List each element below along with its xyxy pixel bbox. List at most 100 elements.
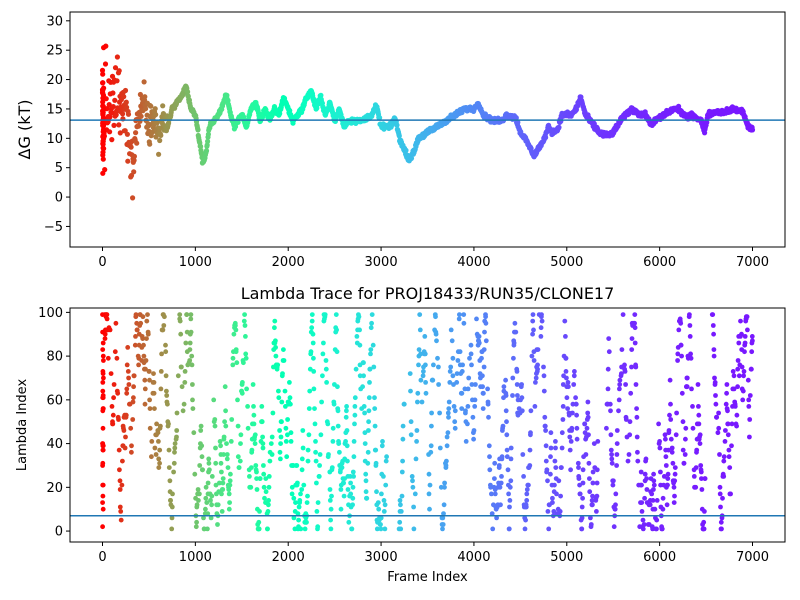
lambda-point: [721, 474, 727, 479]
lambda-point: [609, 456, 615, 462]
lambda-point: [419, 399, 425, 405]
lambda-point: [446, 406, 452, 411]
lambda-point: [446, 414, 451, 420]
lambda-point: [288, 401, 293, 407]
delta-g-y-ticks: −5 0 5 10 15 20 25 30: [44, 14, 70, 235]
lambda-point: [632, 325, 638, 331]
lambda-point: [589, 498, 595, 503]
delta-g-point: [141, 79, 147, 85]
lambda-point: [661, 474, 667, 479]
delta-g-point: [100, 99, 106, 105]
delta-g-point: [137, 91, 143, 98]
lambda-point: [639, 482, 644, 488]
lambda-point: [374, 489, 379, 495]
lambda-point: [354, 334, 360, 339]
lambda-point: [353, 366, 359, 372]
lambda-point: [504, 419, 509, 425]
lambda-point: [481, 364, 487, 370]
lambda-point: [347, 474, 353, 479]
lambda-point: [360, 384, 365, 390]
lambda-point: [219, 469, 224, 475]
lambda-point: [371, 364, 377, 370]
lambda-point: [535, 347, 541, 352]
lambda-point: [632, 320, 637, 326]
lambda-point: [739, 331, 744, 337]
lambda-point: [116, 417, 121, 422]
lambda-point: [504, 454, 510, 460]
lambda-point: [400, 423, 406, 429]
lambda-point: [725, 408, 730, 414]
lambda-point: [336, 441, 342, 446]
lambda-point: [489, 511, 495, 516]
lambda-point: [506, 491, 511, 497]
lambda-point: [335, 408, 341, 414]
lambda-point: [366, 428, 371, 433]
lambda-point: [514, 369, 520, 374]
lambda-point: [287, 380, 292, 385]
lambda-point: [490, 526, 496, 532]
lambda-point: [126, 375, 131, 381]
lambda-point: [306, 432, 312, 438]
lambda-point: [558, 493, 563, 499]
lambda-point: [379, 491, 384, 497]
delta-g-point: [311, 96, 317, 103]
lambda-point: [528, 430, 533, 436]
lambda-point: [344, 428, 350, 433]
delta-g-point: [153, 112, 159, 118]
lambda-point: [112, 349, 118, 355]
lambda-point: [279, 419, 284, 425]
lambda-point: [702, 476, 708, 481]
lambda-point: [507, 484, 513, 490]
lambda-point: [326, 452, 331, 457]
lambda-point: [352, 395, 358, 401]
lambda-point: [571, 382, 577, 387]
lambda-point: [672, 471, 678, 477]
lambda-point: [431, 362, 436, 368]
lambda-point: [197, 491, 202, 497]
lambda-point: [433, 331, 439, 337]
lambda-point: [459, 369, 465, 374]
lambda-point: [334, 349, 340, 355]
lambda-point: [190, 406, 196, 411]
lambda-point: [410, 484, 416, 490]
lambda-point: [662, 432, 668, 438]
lambda-point: [251, 412, 257, 418]
lambda-point: [373, 460, 379, 466]
lambda-point: [702, 509, 707, 514]
lambda-point: [227, 482, 233, 488]
lambda-point: [553, 465, 559, 470]
lambda-point: [539, 312, 544, 317]
lambda-point: [688, 351, 693, 357]
lambda-point: [583, 452, 589, 457]
lambda-point: [499, 454, 505, 460]
lambda-point: [660, 506, 666, 512]
lambda-point: [616, 397, 622, 403]
lambda-point: [166, 447, 172, 453]
lambda-point: [454, 371, 460, 376]
lambda-point: [231, 331, 237, 337]
delta-g-points: [99, 43, 756, 201]
lambda-point: [131, 384, 137, 390]
lambda-point: [368, 351, 373, 357]
lambda-point: [243, 334, 248, 339]
lambda-point: [634, 414, 640, 420]
lambda-point: [468, 351, 474, 357]
lambda-point: [482, 329, 487, 335]
lambda-point: [731, 373, 737, 379]
lambda-point: [272, 325, 277, 331]
lambda-point: [594, 467, 600, 473]
lambda-point: [302, 526, 308, 532]
lambda-point: [349, 526, 355, 532]
lambda-point: [538, 325, 544, 331]
lambda-point: [309, 312, 315, 317]
delta-g-point: [124, 131, 130, 137]
lambda-point: [410, 478, 415, 484]
lambda-point: [456, 316, 462, 322]
lambda-point: [343, 439, 348, 444]
lambda-point: [289, 484, 295, 490]
lambda-point: [642, 471, 648, 477]
lambda-point: [328, 526, 334, 532]
lambda-point: [100, 493, 106, 499]
lambda-point: [341, 493, 347, 499]
lambda-point: [531, 327, 536, 333]
